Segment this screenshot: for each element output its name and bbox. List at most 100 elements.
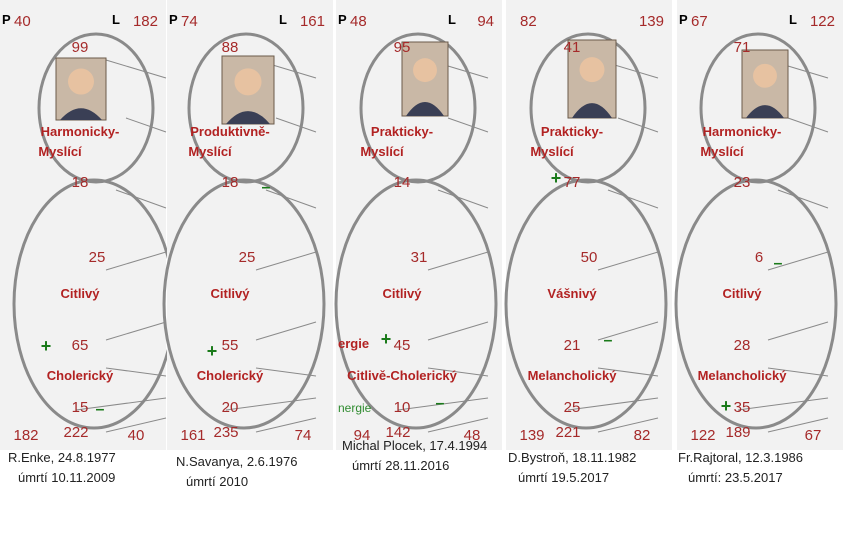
minus-icon: – [604, 332, 613, 349]
upper-type-label: Citlivý [722, 286, 762, 301]
connector-line [777, 189, 829, 209]
lower-value: 21 [564, 337, 581, 354]
lower-type-label: Cholerický [197, 368, 264, 383]
connector-line [737, 397, 829, 411]
connector-line [597, 417, 659, 433]
neck-number: 14 [394, 174, 411, 191]
head-ellipse [529, 32, 647, 184]
caption-name-birth: Fr.Rajtoral, 12.3.1986 [678, 450, 804, 465]
body-ellipse [674, 178, 838, 430]
caption-death: úmrtí 2010 [186, 474, 249, 489]
base-center-value: 221 [555, 424, 580, 441]
portrait-photo-icon [567, 39, 617, 119]
base-left-value: 161 [180, 427, 205, 444]
connector-line [767, 367, 829, 377]
head-type-label: Harmonicky- [703, 124, 782, 139]
p-label: P [2, 12, 11, 27]
upper-value: 31 [411, 249, 428, 266]
panel-5: P 67 L 12271Harmonicky-Myslící236Citlivý28M… [674, 0, 843, 450]
head-type-label: Harmonicky- [41, 124, 120, 139]
p-label: P [338, 12, 347, 27]
head-type-label-2: Myslící [700, 144, 744, 159]
connector-line [427, 417, 489, 433]
head-ellipse [187, 32, 305, 184]
base-center-value: 142 [385, 424, 410, 441]
base-right-value: 74 [295, 427, 312, 444]
connector-line [397, 397, 489, 411]
connector-line [255, 417, 317, 433]
lower-value: 55 [222, 337, 239, 354]
energy-fragment: nergie [338, 401, 372, 415]
connector-line [105, 251, 167, 271]
l-value: 122 [810, 13, 835, 30]
head-ellipse [359, 32, 477, 184]
minus-icon: – [436, 395, 445, 412]
upper-type-label: Vášnivý [547, 286, 597, 301]
bottom-value: 15 [72, 399, 89, 416]
lower-type-label: Citlivě-Cholerický [347, 368, 458, 383]
connector-line [255, 321, 317, 341]
l-label: L [279, 12, 287, 27]
minus-icon: – [96, 401, 105, 418]
portrait-photo-icon [55, 57, 107, 121]
p-value: 74 [181, 13, 198, 30]
base-right-value: 48 [464, 427, 481, 444]
connector-line [255, 367, 317, 377]
upper-value: 6 [755, 249, 763, 266]
caption-death: úmrtí 10.11.2009 [18, 470, 116, 485]
connector-line [427, 251, 489, 271]
bottom-value: 20 [222, 399, 239, 416]
base-right-value: 40 [128, 427, 145, 444]
connector-line [567, 397, 659, 411]
connector-line [597, 367, 659, 377]
caption-name-birth: Michal Plocek, 17.4.1994 [342, 438, 488, 453]
p-value: 40 [14, 13, 31, 30]
bottom-value: 10 [394, 399, 411, 416]
base-center-value: 222 [63, 424, 88, 441]
lower-value: 28 [734, 337, 751, 354]
head-number: 99 [72, 39, 89, 56]
p-value: 48 [350, 13, 367, 30]
lower-value: 45 [394, 337, 411, 354]
connector-line [597, 251, 659, 271]
upper-value: 25 [89, 249, 106, 266]
panel-2: P 74 L 16188Produktivně-Myslící1825Citlivý5… [162, 0, 333, 450]
portrait-photo-icon [741, 49, 789, 119]
p-label: P [679, 12, 688, 27]
plus-icon: + [207, 341, 218, 361]
p-value: 82 [520, 13, 537, 30]
panel-1: P 40 L 18299Harmonicky-Myslící1825Citlivý65… [0, 0, 176, 450]
plus-icon: + [551, 168, 562, 188]
portrait-photo-icon [221, 55, 275, 125]
upper-value: 50 [581, 249, 598, 266]
l-value: 94 [477, 13, 494, 30]
p-value: 67 [691, 13, 708, 30]
upper-type-label: Citlivý [382, 286, 422, 301]
neck-number: 18 [72, 174, 89, 191]
head-number: 71 [734, 39, 751, 56]
head-type-label: Prakticky- [371, 124, 433, 139]
connector-line [607, 189, 659, 209]
panel-4: 82 139 41 Prakticky- Myslící 77 50 Vášnivý 21 Mel… [504, 0, 672, 450]
head-number: 88 [222, 39, 239, 56]
neck-number: 23 [734, 174, 751, 191]
base-center-value: 189 [725, 424, 750, 441]
head-type-label-2: Myslící [360, 144, 404, 159]
base-right-value: 82 [634, 427, 651, 444]
lower-type-label: Melancholický [528, 368, 618, 383]
base-center-value: 235 [213, 424, 238, 441]
connector-line [115, 189, 167, 209]
minus-icon: – [262, 179, 271, 196]
head-ellipse [37, 32, 155, 184]
lower-type-label: Melancholický [698, 368, 788, 383]
head-type-label-2: Myslící [530, 144, 574, 159]
neck-number: 77 [564, 174, 581, 191]
caption-death: úmrtí 28.11.2016 [352, 458, 450, 473]
connector-line [767, 321, 829, 341]
l-label: L [448, 12, 456, 27]
l-value: 161 [300, 13, 325, 30]
side-fragment: ergie [338, 336, 369, 351]
neck-number: 18 [222, 174, 239, 191]
base-left-value: 139 [519, 427, 544, 444]
caption-death: úmrtí: 23.5.2017 [688, 470, 783, 485]
